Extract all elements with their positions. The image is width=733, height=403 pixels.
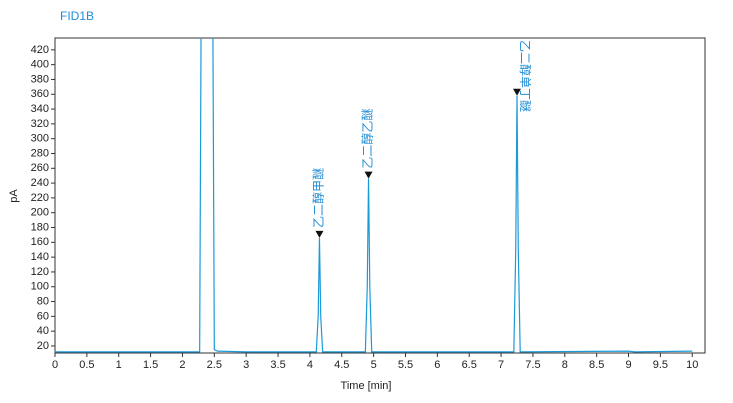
x-axis-label: Time [min] [341, 380, 392, 392]
peak-label: 乙二醇甲醚 [311, 168, 326, 228]
x-tick-label: 7.5 [525, 359, 540, 371]
y-tick-label: 60 [37, 310, 49, 322]
y-tick-label: 100 [31, 281, 49, 293]
peak-marker [513, 88, 522, 96]
x-tick-label: 1.5 [143, 359, 158, 371]
x-tick-label: 9 [625, 359, 631, 371]
y-tick-label: 200 [31, 207, 49, 219]
x-tick-label: 1 [116, 359, 122, 371]
x-tick-label: 4 [307, 359, 313, 371]
y-tick-label: 400 [31, 59, 49, 71]
y-axis-label: pA [8, 189, 20, 203]
y-tick-label: 140 [31, 251, 49, 263]
y-tick-label: 160 [31, 236, 49, 248]
y-tick-label: 80 [37, 295, 49, 307]
x-tick-label: 8 [562, 359, 568, 371]
x-tick-label: 2.5 [207, 359, 222, 371]
x-tick-label: 0.5 [79, 359, 94, 371]
peak-label: 乙二醇乙醚 [360, 109, 375, 169]
x-tick-label: 7 [498, 359, 504, 371]
x-tick-label: 8.5 [589, 359, 604, 371]
x-tick-label: 10 [686, 359, 698, 371]
y-tick-label: 360 [31, 88, 49, 100]
y-tick-label: 180 [31, 221, 49, 233]
x-tick-label: 5.5 [398, 359, 413, 371]
y-tick-label: 40 [37, 325, 49, 337]
plot-frame [54, 37, 706, 354]
y-tick-label: 420 [31, 44, 49, 56]
x-tick-label: 2 [179, 359, 185, 371]
y-tick-label: 120 [31, 266, 49, 278]
signal-line [55, 38, 693, 353]
y-tick-label: 260 [31, 162, 49, 174]
y-tick-label: 280 [31, 147, 49, 159]
y-tick-label: 20 [37, 340, 49, 352]
x-tick-label: 3 [243, 359, 249, 371]
y-tick-label: 340 [31, 103, 49, 115]
plot-area [55, 38, 693, 353]
x-tick-label: 5 [371, 359, 377, 371]
y-tick-label: 220 [31, 192, 49, 204]
x-tick-label: 0 [52, 359, 58, 371]
y-tick-label: 320 [31, 118, 49, 130]
x-tick-label: 4.5 [334, 359, 349, 371]
y-tick-label: 380 [31, 73, 49, 85]
y-tick-label: 300 [31, 133, 49, 145]
x-tick-label: 6 [434, 359, 440, 371]
peak-marker [364, 171, 373, 179]
peak-label: 乙二醇单丁醚 [518, 40, 533, 112]
peak-marker [315, 230, 324, 238]
chart-title: FID1B [60, 9, 94, 23]
y-tick-label: 240 [31, 177, 49, 189]
x-tick-label: 6.5 [462, 359, 477, 371]
x-tick-label: 9.5 [653, 359, 668, 371]
x-tick-label: 3.5 [270, 359, 285, 371]
